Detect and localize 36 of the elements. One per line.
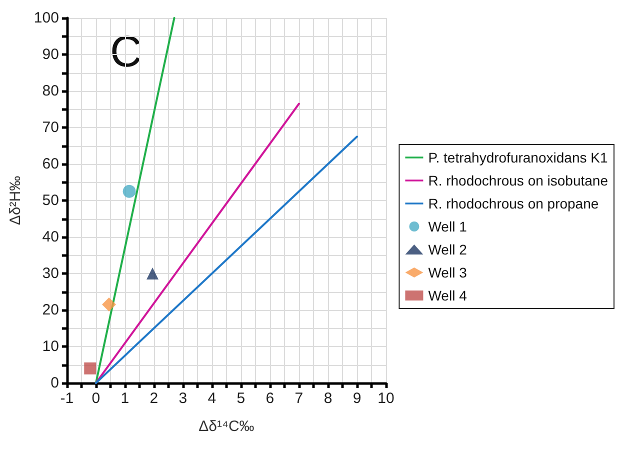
legend-label: R. rhodochrous on isobutane <box>428 172 608 188</box>
x-tick-label: 3 <box>178 390 188 407</box>
x-tick-label: -1 <box>60 390 74 407</box>
y-tick-label: 10 <box>42 338 59 355</box>
y-tick-label: 70 <box>42 119 59 136</box>
point <box>102 298 116 312</box>
legend-label: Well 4 <box>428 288 468 304</box>
y-tick-label: 60 <box>42 156 59 172</box>
y-tick-label: 100 <box>34 10 59 26</box>
legend-label: R. rhodochrous on propane <box>428 196 599 212</box>
legend-label: Well 1 <box>428 218 468 234</box>
x-tick-label: 0 <box>92 390 100 407</box>
x-tick-label: 4 <box>208 390 216 407</box>
point <box>146 268 158 280</box>
x-tick-label: 6 <box>266 390 274 407</box>
y-tick-label: 50 <box>42 192 59 209</box>
x-tick-label: 5 <box>236 390 246 407</box>
x-tick-label: 10 <box>378 390 394 407</box>
legend-label: Well 3 <box>428 264 468 280</box>
y-tick-label: 30 <box>42 265 59 282</box>
x-axis-title: Δδ¹⁴C‰ <box>198 418 254 435</box>
y-tick-label: 20 <box>42 302 59 318</box>
y-tick-label: 80 <box>42 82 59 100</box>
x-tick-label: 7 <box>294 390 304 407</box>
y-tick-label: 0 <box>50 374 59 392</box>
legend-label: Well 2 <box>428 242 468 258</box>
x-tick-label: 2 <box>150 390 158 407</box>
x-tick-label: 9 <box>352 390 362 407</box>
x-tick-label: 1 <box>120 390 130 407</box>
y-tick-label: 40 <box>42 228 59 246</box>
legend-label: P. tetrahydrofuranoxidans K1 <box>428 150 608 166</box>
point <box>122 184 136 198</box>
y-tick-label: 90 <box>42 46 59 63</box>
x-tick-label: 8 <box>324 390 332 407</box>
point <box>84 362 96 374</box>
y-axis-title: Δδ²H‰ <box>7 176 24 226</box>
